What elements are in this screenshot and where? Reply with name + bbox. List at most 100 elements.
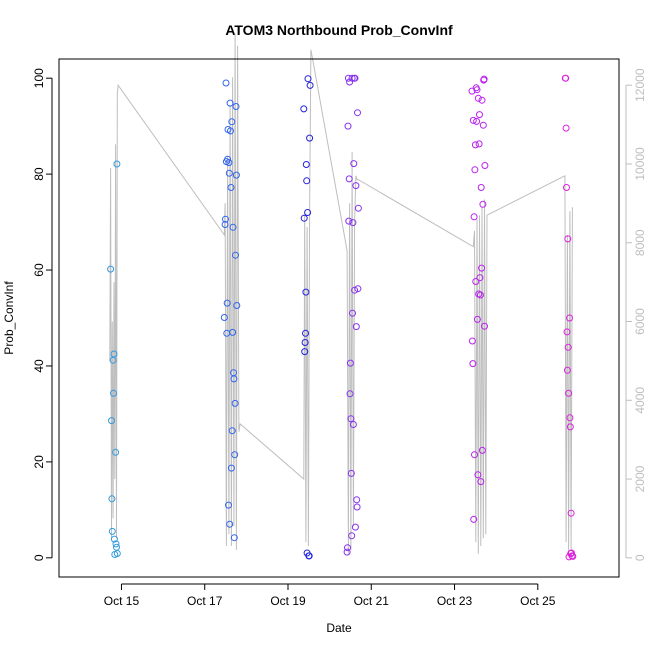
data-point: [345, 217, 353, 225]
data-point: [476, 111, 483, 119]
data-point: [481, 322, 488, 330]
x-tick-label: Oct 21: [354, 594, 390, 608]
data-point: [226, 99, 234, 107]
data-point: [347, 415, 355, 423]
data-point: [225, 501, 232, 509]
data-point: [566, 414, 574, 422]
data-point: [221, 221, 229, 228]
data-point: [113, 550, 121, 557]
data-point: [301, 348, 309, 356]
data-point: [303, 177, 311, 185]
data-point: [351, 523, 359, 531]
data-point: [112, 540, 120, 548]
y2-tick-label: 4000: [633, 387, 647, 414]
data-point: [232, 103, 240, 110]
data-point: [229, 328, 237, 336]
y2-tick-label: 0: [633, 554, 647, 561]
data-point: [224, 155, 232, 163]
data-point: [347, 469, 355, 477]
data-point: [232, 251, 239, 259]
data-point: [481, 162, 489, 169]
data-point: [477, 478, 485, 486]
data-point: [476, 291, 484, 299]
x-tick-label: Oct 23: [437, 594, 473, 608]
data-point: [563, 328, 571, 336]
data-point: [110, 389, 117, 397]
secondary-series-line: [109, 33, 573, 554]
data-point: [112, 448, 120, 456]
data-point: [302, 288, 310, 296]
data-point: [344, 122, 352, 130]
data-point: [230, 375, 238, 383]
y-tick-label: 60: [32, 263, 46, 277]
data-point: [108, 527, 116, 535]
data-point: [472, 278, 480, 285]
data-point: [471, 141, 479, 149]
data-point: [348, 532, 356, 540]
data-point: [232, 171, 240, 179]
data-point: [565, 389, 573, 397]
data-point: [471, 451, 478, 459]
data-point: [233, 302, 241, 309]
data-point: [226, 520, 234, 528]
data-point: [475, 290, 483, 298]
data-point: [301, 339, 309, 346]
data-point: [227, 464, 235, 472]
points-layer: [107, 74, 577, 561]
data-point: [468, 87, 476, 95]
data-point: [349, 421, 357, 428]
y2-tick-label: 8000: [633, 229, 647, 256]
data-point: [223, 299, 231, 307]
data-point: [302, 161, 310, 168]
data-point: [569, 552, 577, 560]
data-point: [564, 343, 572, 351]
data-point: [343, 548, 351, 556]
x-tick-label: Oct 17: [187, 594, 223, 608]
data-point: [302, 329, 309, 337]
data-point: [108, 417, 115, 425]
data-point: [470, 515, 478, 523]
data-point: [567, 509, 575, 517]
data-point: [222, 79, 230, 87]
data-point: [475, 140, 483, 148]
data-point: [473, 117, 481, 125]
data-point: [231, 399, 239, 407]
data-point: [229, 223, 237, 231]
x-tick-label: Oct 25: [520, 594, 556, 608]
data-point: [300, 214, 308, 222]
data-point: [345, 175, 353, 183]
data-point: [470, 213, 478, 221]
y2-tick-label: 6000: [633, 308, 647, 335]
data-point: [473, 315, 481, 323]
data-point: [354, 109, 361, 117]
data-point: [468, 337, 476, 345]
data-point: [566, 314, 573, 322]
x-tick-label: Oct 15: [104, 594, 140, 608]
data-point: [474, 471, 482, 479]
data-point: [227, 184, 235, 191]
plot-frame: [58, 58, 620, 578]
data-point: [300, 105, 308, 113]
data-point: [474, 94, 482, 102]
data-point: [231, 451, 239, 459]
data-point: [108, 495, 116, 503]
data-point: [113, 160, 121, 168]
data-point: [354, 204, 362, 212]
data-point: [222, 215, 229, 223]
y-tick-label: 20: [32, 455, 46, 469]
data-point: [476, 274, 484, 282]
data-point: [480, 75, 488, 83]
data-point: [351, 286, 359, 294]
data-point: [348, 74, 356, 82]
chart-title: ATOM3 Northbound Prob_ConvInf: [225, 22, 453, 38]
data-point: [478, 264, 486, 272]
data-point: [228, 118, 236, 126]
data-point: [564, 235, 572, 243]
data-point: [107, 265, 115, 273]
y-tick-label: 80: [32, 167, 46, 181]
data-point: [471, 166, 479, 174]
data-point: [225, 159, 233, 167]
data-point: [346, 390, 354, 398]
data-point: [562, 124, 570, 132]
data-point: [346, 359, 354, 367]
